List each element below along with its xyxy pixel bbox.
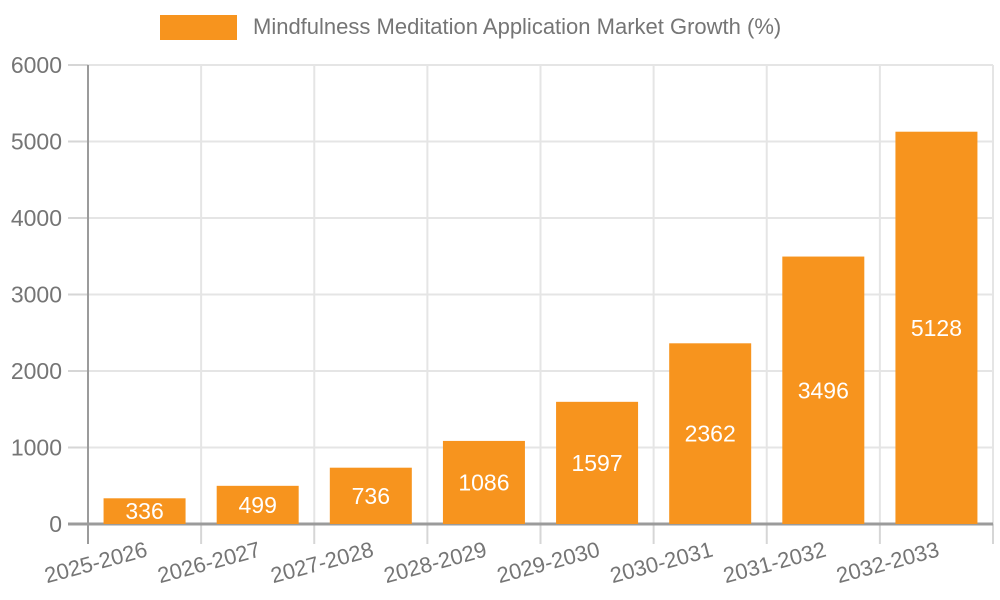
bar-value-label: 3496 [798, 377, 849, 403]
x-axis-label: 2032-2033 [834, 537, 942, 588]
x-axis-label: 2025-2026 [42, 537, 150, 588]
bar[interactable] [895, 131, 978, 524]
bar-value-label: 1086 [458, 469, 509, 495]
bar[interactable] [782, 256, 865, 524]
bar-value-label: 2362 [685, 421, 736, 447]
legend-item[interactable]: Mindfulness Meditation Application Marke… [160, 14, 781, 40]
bar-value-label: 499 [239, 492, 277, 518]
x-axis-label: 2028-2029 [381, 537, 489, 588]
bar-value-label: 5128 [911, 315, 962, 341]
bar[interactable] [556, 401, 639, 524]
x-axis-label: 2030-2031 [607, 537, 715, 588]
legend-label: Mindfulness Meditation Application Marke… [253, 14, 782, 39]
bar-value-label: 1597 [571, 450, 622, 476]
bar-value-label: 736 [352, 483, 390, 509]
y-axis-label: 4000 [11, 205, 62, 231]
bar[interactable] [669, 343, 752, 524]
y-axis-label: 5000 [11, 129, 62, 155]
bar[interactable] [329, 467, 412, 524]
bar[interactable] [216, 485, 299, 524]
legend-swatch [160, 14, 237, 40]
y-axis-label: 3000 [11, 282, 62, 308]
y-axis-label: 2000 [11, 358, 62, 384]
x-axis-label: 2027-2028 [268, 537, 376, 588]
x-axis-label: 2026-2027 [155, 537, 263, 588]
x-axis-label: 2029-2030 [494, 537, 602, 588]
bar[interactable] [103, 498, 186, 524]
y-axis-label: 0 [49, 511, 62, 537]
y-axis-label: 6000 [11, 52, 62, 78]
x-axis-label: 2031-2032 [721, 537, 829, 588]
bar[interactable] [442, 440, 525, 524]
bar-value-label: 336 [125, 498, 163, 524]
y-axis-label: 1000 [11, 435, 62, 461]
